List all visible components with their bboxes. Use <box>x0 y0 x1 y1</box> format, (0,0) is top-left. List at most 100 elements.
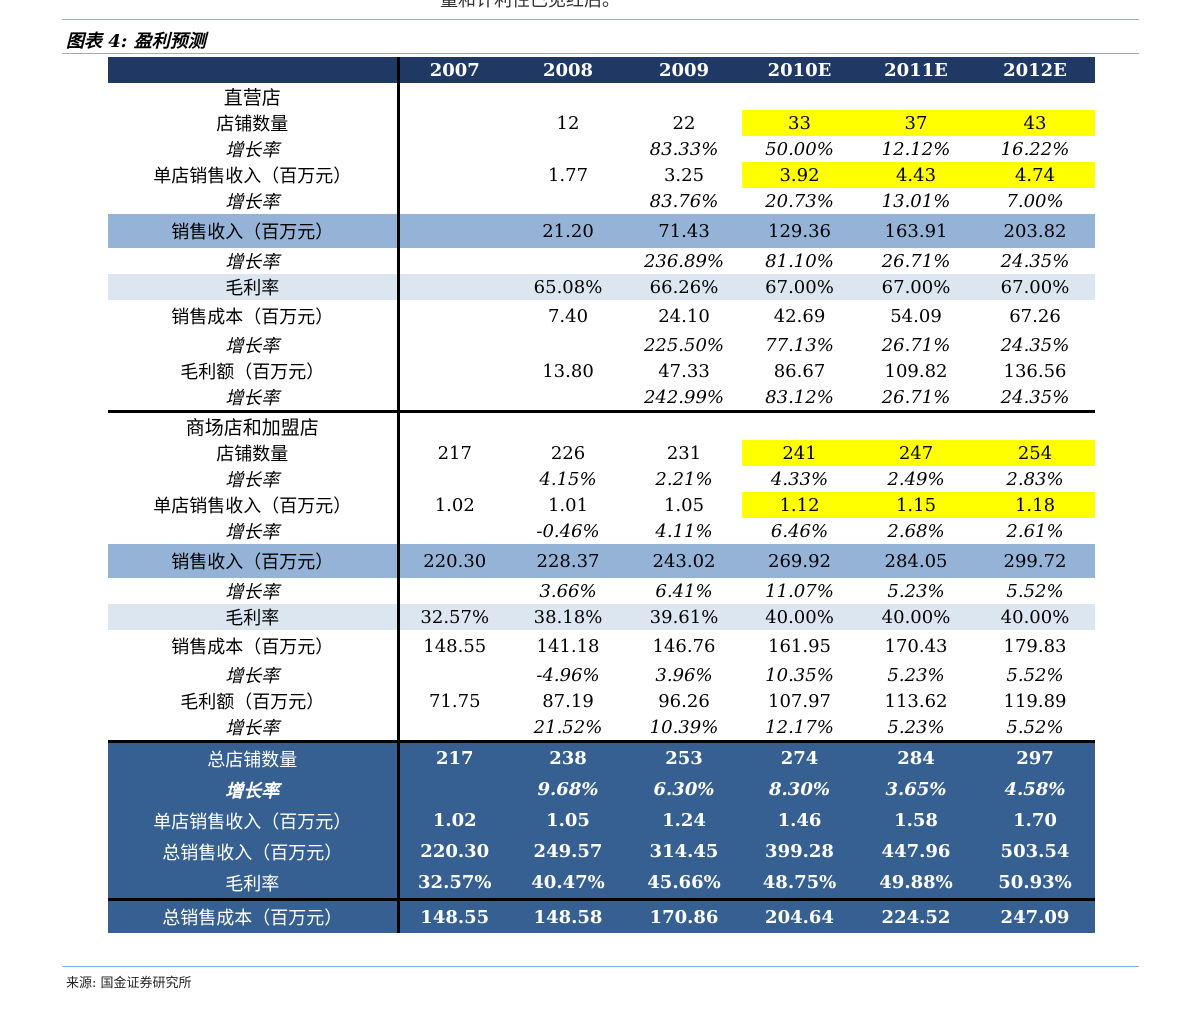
table-cell: 45.66% <box>626 867 742 900</box>
table-cell: 1.58 <box>857 805 975 836</box>
table-cell: 146.76 <box>652 635 716 657</box>
table-row: 毛利额（百万元） 13.80 47.33 86.67 109.82 136.56 <box>108 358 1095 384</box>
table-row: 销售成本（百万元） 7.40 24.10 42.69 54.09 67.26 <box>108 300 1095 332</box>
table-cell: 2.49% <box>887 468 945 490</box>
header-corner <box>108 57 400 83</box>
table-cell: 4.15% <box>539 468 597 490</box>
table-cell: 67.26 <box>1009 305 1061 327</box>
table-cell: 3.96% <box>655 664 713 686</box>
table-cell: 224.52 <box>857 898 975 933</box>
table-cell: 236.89% <box>643 250 725 272</box>
table-cell: 49.88% <box>857 867 975 900</box>
table-cell: 299.72 <box>975 544 1095 578</box>
table-cell: 47.33 <box>658 360 710 382</box>
table-cell: 242.99% <box>643 386 725 408</box>
row-label: 单店销售收入（百万元） <box>108 162 400 188</box>
table-cell: 1.70 <box>975 805 1095 836</box>
table-row: 店铺数量 217 226 231 241 247 254 <box>108 440 1095 466</box>
table-cell: 4.58% <box>975 774 1095 805</box>
table-cell: 22 <box>672 112 696 134</box>
col-header: 2011E <box>857 57 975 83</box>
table-row: 总销售成本（百万元） 148.55 148.58 170.86 204.64 224.52… <box>108 898 1095 933</box>
table-cell: 2.21% <box>655 468 713 490</box>
row-label: 毛利率 <box>108 604 400 630</box>
table-cell: 1.02 <box>398 805 510 836</box>
table-cell: 119.89 <box>1003 690 1067 712</box>
table-cell: 43 <box>975 110 1095 136</box>
table-cell: 274 <box>742 740 857 774</box>
table-row: 销售成本（百万元） 148.55 141.18 146.76 161.95 170.43 1… <box>108 630 1095 662</box>
figure-caption: 图表 4: 盈利预测 <box>66 31 206 52</box>
table-row: 毛利率 32.57% 40.47% 45.66% 48.75% 49.88% 50.93% <box>108 867 1095 900</box>
table-cell: 109.82 <box>884 360 948 382</box>
table-cell <box>398 162 510 188</box>
row-label: 商场店和加盟店 <box>108 410 400 440</box>
table-cell: 141.18 <box>536 635 600 657</box>
table-cell <box>742 83 857 110</box>
table-cell: 1.12 <box>742 492 857 518</box>
table-cell: 50.00% <box>765 138 834 160</box>
table-cell: 13.01% <box>881 190 951 212</box>
table-row: 增长率 21.52% 10.39% 12.17% 5.23% 5.52% <box>108 714 1095 742</box>
table-row: 增长率 83.33% 50.00% 12.12% 16.22% <box>108 136 1095 162</box>
table-cell: 7.00% <box>1006 190 1064 212</box>
table-cell: 40.00% <box>975 604 1095 630</box>
row-label: 店铺数量 <box>108 110 400 136</box>
table-cell <box>975 410 1095 440</box>
table-cell: 243.02 <box>626 544 742 578</box>
table-cell: 65.08% <box>510 274 626 300</box>
top-rule <box>62 19 1139 20</box>
table-cell: 2.83% <box>1006 468 1064 490</box>
table-cell: 170.86 <box>626 898 742 933</box>
table-cell: 3.66% <box>539 580 597 602</box>
table-cell: 12.12% <box>881 138 951 160</box>
row-label: 店铺数量 <box>108 440 400 466</box>
table-cell: 228.37 <box>510 544 626 578</box>
table-cell <box>626 83 742 110</box>
table-cell: 297 <box>975 740 1095 774</box>
header-row: 2007 2008 2009 2010E 2011E 2012E <box>108 57 1095 83</box>
row-label: 增长率 <box>108 136 400 162</box>
table-cell: 24.35% <box>1000 386 1070 408</box>
table-cell: 225.50% <box>643 334 725 356</box>
table-cell: 40.00% <box>857 604 975 630</box>
table-cell: 67.00% <box>857 274 975 300</box>
table-cell: 1.02 <box>434 494 475 516</box>
table-cell: 2.61% <box>1006 520 1064 542</box>
table-cell <box>398 774 510 805</box>
table-cell: 447.96 <box>857 836 975 867</box>
table-cell: 37 <box>857 110 975 136</box>
row-label: 总店铺数量 <box>108 740 400 774</box>
table-cell: 26.71% <box>881 334 951 356</box>
table-cell: 4.33% <box>770 468 829 490</box>
table-cell: 38.18% <box>510 604 626 630</box>
row-label: 毛利额（百万元） <box>108 688 400 714</box>
table-cell <box>510 136 626 162</box>
table-row: 店铺数量 12 22 33 37 43 <box>108 110 1095 136</box>
table-cell <box>510 384 626 412</box>
row-label: 增长率 <box>108 248 400 274</box>
table-cell: 1.05 <box>663 494 705 516</box>
table-row: 销售收入（百万元） 220.30 228.37 243.02 269.92 284.05 2… <box>108 544 1095 578</box>
table-row: 增长率 236.89% 81.10% 26.71% 24.35% <box>108 248 1095 274</box>
table-cell: 247.09 <box>975 898 1095 933</box>
table-cell: 203.82 <box>975 214 1095 248</box>
table-cell <box>398 358 510 384</box>
table-cell: 1.24 <box>626 805 742 836</box>
table-cell <box>398 332 510 358</box>
table-cell: 503.54 <box>975 836 1095 867</box>
table-row: 总销售收入（百万元） 220.30 249.57 314.45 399.28 447.96… <box>108 836 1095 867</box>
table-cell: 136.56 <box>1003 360 1067 382</box>
table-cell: 1.18 <box>975 492 1095 518</box>
table-cell: 217 <box>398 740 510 774</box>
row-label: 毛利额（百万元） <box>108 358 400 384</box>
table-cell <box>857 410 975 440</box>
table-cell <box>626 410 742 440</box>
table-cell: 3.92 <box>742 162 857 188</box>
table-cell: 5.52% <box>1006 716 1064 738</box>
table-cell: 284 <box>857 740 975 774</box>
table-cell <box>857 83 975 110</box>
table-cell <box>398 578 510 604</box>
table-cell: 26.71% <box>881 250 951 272</box>
table-cell: 6.41% <box>655 580 713 602</box>
